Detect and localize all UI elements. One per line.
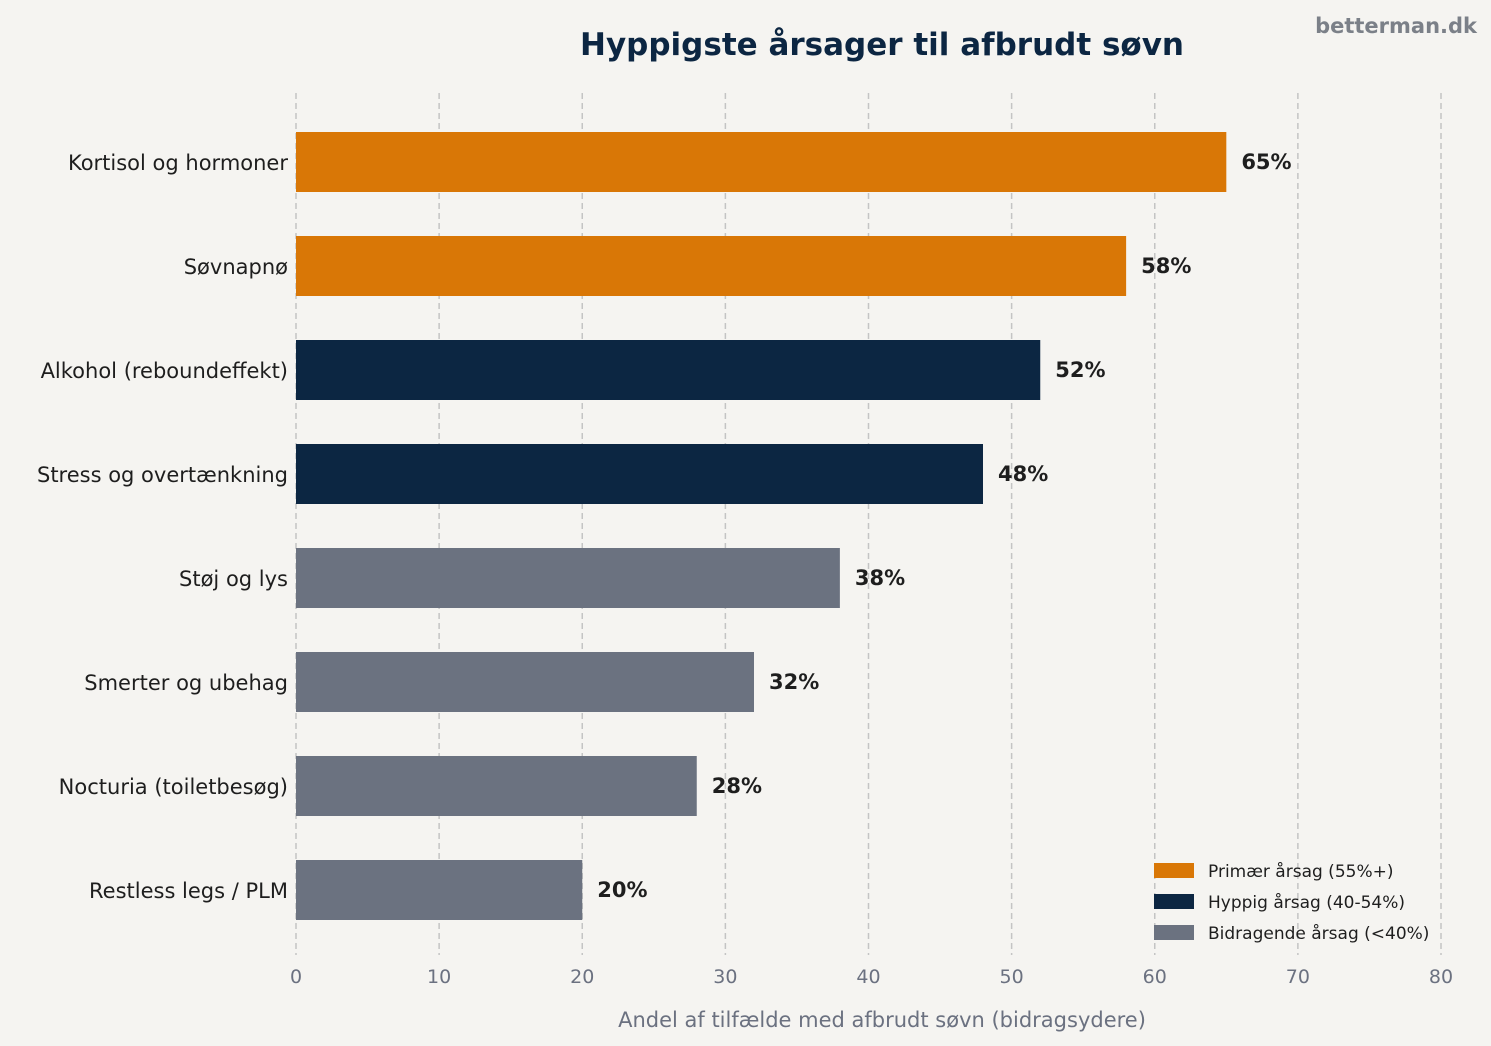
value-label: 32% [769,670,819,694]
x-tick-label: 20 [570,966,594,988]
x-tick-label: 50 [1000,966,1024,988]
legend-label: Hyppig årsag (40-54%) [1208,892,1405,913]
x-tick-labels: 0 10 20 30 40 50 60 70 80 [290,966,1453,988]
category-label: Stress og overtænkning [37,463,288,487]
category-label: Smerter og ubehag [84,671,288,695]
value-label: 38% [855,566,905,590]
x-tick-label: 70 [1286,966,1310,988]
bar [296,236,1127,296]
bar [296,444,983,504]
bars [296,132,1227,920]
grid-lines [295,93,1442,955]
x-tick-label: 0 [290,966,302,988]
value-label: 28% [712,774,762,798]
legend-label: Bidragende årsag (<40%) [1208,923,1429,944]
legend-swatch [1154,894,1194,909]
bar [296,652,754,712]
legend-swatch [1154,925,1194,940]
x-tick-label: 10 [427,966,451,988]
bar [296,548,840,608]
x-axis-label: Andel af tilfælde med afbrudt søvn (bidr… [618,1008,1146,1032]
category-label: Restless legs / PLM [89,879,288,903]
category-label: Alkohol (reboundeffekt) [41,359,288,383]
category-label: Søvnapnø [184,255,288,279]
bar [296,132,1227,192]
value-label: 58% [1141,254,1191,278]
watermark: betterman.dk [1315,14,1478,38]
value-label: 65% [1241,150,1291,174]
x-tick-label: 40 [856,966,880,988]
value-label: 48% [998,462,1048,486]
chart-title: Hyppigste årsager til afbrudt søvn [580,27,1184,63]
legend: Primær årsag (55%+) Hyppig årsag (40-54%)… [1154,861,1429,944]
legend-label: Primær årsag (55%+) [1208,861,1393,882]
category-labels: Kortisol og hormoner Søvnapnø Alkohol (reb… [37,151,288,903]
value-label: 20% [597,878,647,902]
bar [296,860,583,920]
category-label: Nocturia (toiletbesøg) [59,775,288,799]
x-tick-label: 30 [713,966,737,988]
bar [296,340,1041,400]
value-labels: 65% 58% 52% 48% 38% 32% 28% 20% [597,150,1291,902]
value-label: 52% [1055,358,1105,382]
bar [296,756,697,816]
category-label: Støj og lys [179,567,288,591]
legend-swatch [1154,863,1194,878]
category-label: Kortisol og hormoner [68,151,288,175]
x-tick-label: 60 [1143,966,1167,988]
x-tick-label: 80 [1429,966,1453,988]
